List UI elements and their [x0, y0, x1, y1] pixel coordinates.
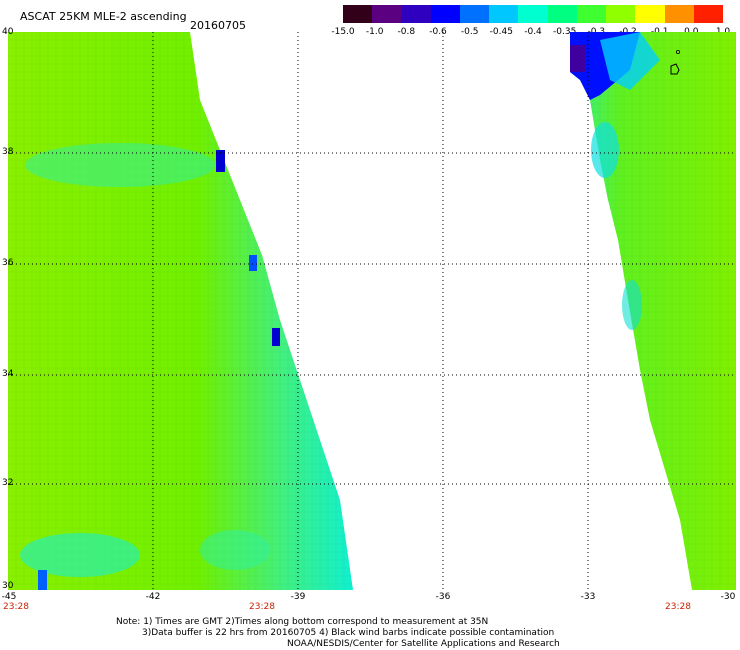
colorbar-swatch	[693, 5, 724, 23]
colorbar-swatch	[430, 5, 460, 23]
time-label: 23:28	[249, 602, 275, 612]
x-label: -45	[1, 592, 17, 602]
blue-pixel	[216, 150, 225, 172]
left-swath	[8, 32, 353, 590]
note-line-1: Note: 1) Times are GMT 2)Times along bot…	[116, 617, 489, 627]
x-label: -39	[290, 592, 306, 602]
colorbar-swatch	[664, 5, 694, 23]
colorbar-label: -0.6	[429, 27, 447, 37]
colorbar-swatch	[489, 5, 519, 23]
colorbar-swatch	[576, 5, 607, 23]
cyan-band	[25, 143, 215, 187]
time-label: 23:28	[3, 602, 29, 612]
colorbar-label: -0.45	[489, 27, 513, 37]
grid-lines	[8, 32, 736, 590]
colorbar-swatch	[459, 5, 490, 23]
y-label: 34	[2, 369, 14, 379]
colorbar-label: -15.0	[331, 27, 355, 37]
colorbar-label: -0.35	[553, 27, 577, 37]
y-label: 36	[2, 258, 14, 268]
colorbar-swatch	[547, 5, 577, 23]
note-line-3: NOAA/NESDIS/Center for Satellite Applica…	[287, 639, 560, 649]
cyan-patch-south	[20, 533, 140, 577]
map-title: ASCAT 25KM MLE-2 ascending	[20, 10, 187, 23]
colorbar-swatch	[343, 5, 373, 23]
map-date: 20160705	[190, 19, 246, 32]
colorbar-swatch	[635, 5, 665, 23]
colorbar-swatch	[401, 5, 431, 23]
y-label: 30	[2, 581, 14, 591]
x-label: -36	[435, 592, 451, 602]
note-line-2: 3)Data buffer is 22 hrs from 20160705 4)…	[142, 628, 555, 638]
x-label: -33	[580, 592, 596, 602]
colorbar	[343, 5, 724, 23]
colorbar-label: -0.5	[460, 27, 479, 37]
colorbar-label: -0.8	[397, 27, 416, 37]
colorbar-swatch	[372, 5, 402, 23]
colorbar-label: -1.0	[365, 27, 384, 37]
colorbar-swatch	[518, 5, 548, 23]
x-label: -30	[720, 592, 736, 602]
x-label: -42	[145, 592, 161, 602]
colorbar-swatch	[606, 5, 636, 23]
colorbar-label: -0.4	[524, 27, 542, 37]
time-label: 23:28	[665, 602, 691, 612]
right-swath	[570, 32, 736, 590]
y-label: 40	[2, 27, 14, 37]
y-label: 32	[2, 478, 14, 488]
y-label: 38	[2, 147, 14, 157]
island-outline	[670, 63, 680, 75]
